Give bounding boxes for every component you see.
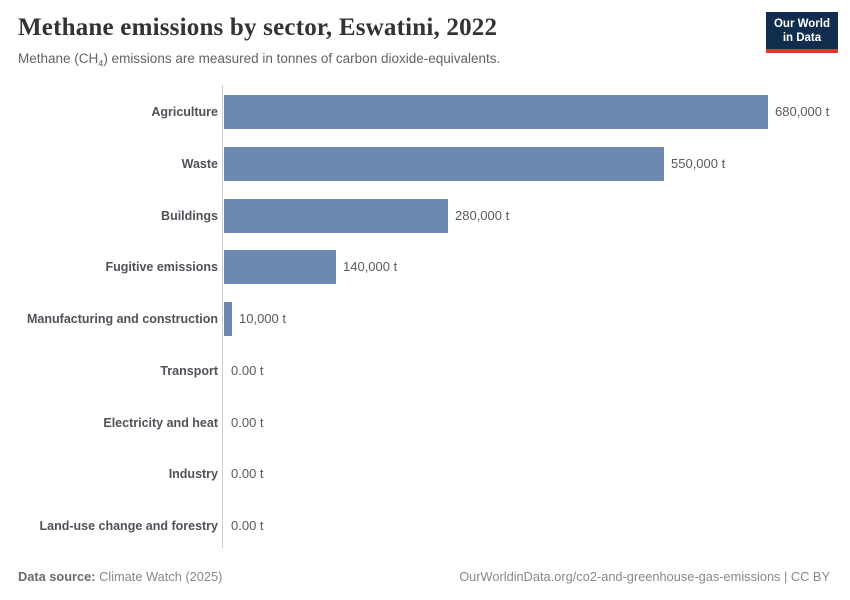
chart-row: Land-use change and forestry 0.00 t xyxy=(0,509,850,543)
chart-row: Manufacturing and construction 10,000 t xyxy=(0,302,850,336)
category-label: Transport xyxy=(160,363,218,378)
bar[interactable] xyxy=(224,250,336,285)
value-label: 0.00 t xyxy=(231,518,264,533)
value-label: 0.00 t xyxy=(231,414,264,430)
value-label: 0.00 t xyxy=(231,362,264,378)
owid-logo: Our World in Data xyxy=(765,12,838,53)
owid-logo-line2: in Data xyxy=(782,32,822,44)
category-label: Buildings xyxy=(161,208,218,223)
bar[interactable] xyxy=(224,95,768,129)
value-label: 680,000 t xyxy=(775,104,830,119)
data-source-label: Data source: xyxy=(18,569,96,584)
chart-row: Buildings 280,000 t xyxy=(0,198,850,233)
category-label: Agriculture xyxy=(151,105,218,119)
chart-row: Electricity and heat 0.00 t xyxy=(0,406,850,440)
value-label: 10,000 t xyxy=(239,311,286,326)
bar[interactable] xyxy=(224,302,232,336)
subtitle-text: Methane (CH xyxy=(18,51,99,66)
bar[interactable] xyxy=(224,146,664,181)
owid-logo-line1: Our World xyxy=(773,18,830,30)
owid-url-link[interactable]: OurWorldinData.org/co2-and-greenhouse-ga… xyxy=(459,569,830,584)
bar[interactable] xyxy=(224,198,448,233)
value-label: 280,000 t xyxy=(455,207,510,223)
category-label: Electricity and heat xyxy=(103,415,218,430)
category-label: Industry xyxy=(168,467,218,482)
bar-chart: Agriculture 680,000 t Waste 550,000 t Buildi… xyxy=(0,85,850,548)
chart-row: Waste 550,000 t xyxy=(0,146,850,181)
category-label: Waste xyxy=(181,156,218,171)
subtitle-subscript: 4 xyxy=(98,58,104,69)
subtitle-text-suffix: ) emissions are measured in tonnes of ca… xyxy=(103,51,501,66)
value-label: 0.00 t xyxy=(231,466,264,482)
value-label: 550,000 t xyxy=(671,155,726,171)
category-label: Manufacturing and construction xyxy=(27,312,218,326)
chart-subtitle: Methane (CH4) emissions are measured in … xyxy=(18,51,500,69)
chart-row: Agriculture 680,000 t xyxy=(0,95,850,129)
footer: Data source: Climate Watch (2025) OurWor… xyxy=(18,569,830,584)
category-label: Land-use change and forestry xyxy=(39,519,218,533)
data-source-value: Climate Watch (2025) xyxy=(95,569,223,584)
category-label: Fugitive emissions xyxy=(105,260,218,275)
chart-row: Industry 0.00 t xyxy=(0,457,850,491)
page-title: Methane emissions by sector, Eswatini, 2… xyxy=(18,14,498,41)
value-label: 140,000 t xyxy=(343,259,398,275)
y-axis-line xyxy=(222,85,223,548)
data-source: Data source: Climate Watch (2025) xyxy=(18,569,222,584)
chart-row: Transport 0.00 t xyxy=(0,354,850,388)
chart-row: Fugitive emissions 140,000 t xyxy=(0,250,850,285)
